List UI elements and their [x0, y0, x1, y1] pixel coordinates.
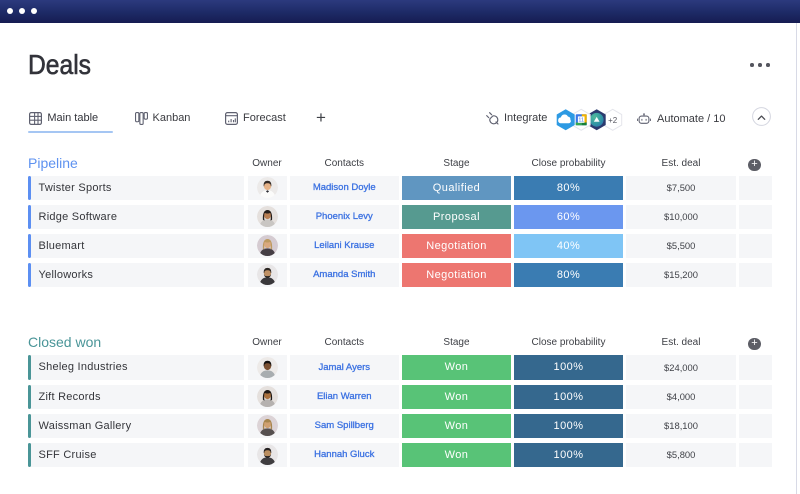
svg-text:11: 11 — [578, 118, 584, 124]
svg-text:+2: +2 — [608, 116, 618, 125]
